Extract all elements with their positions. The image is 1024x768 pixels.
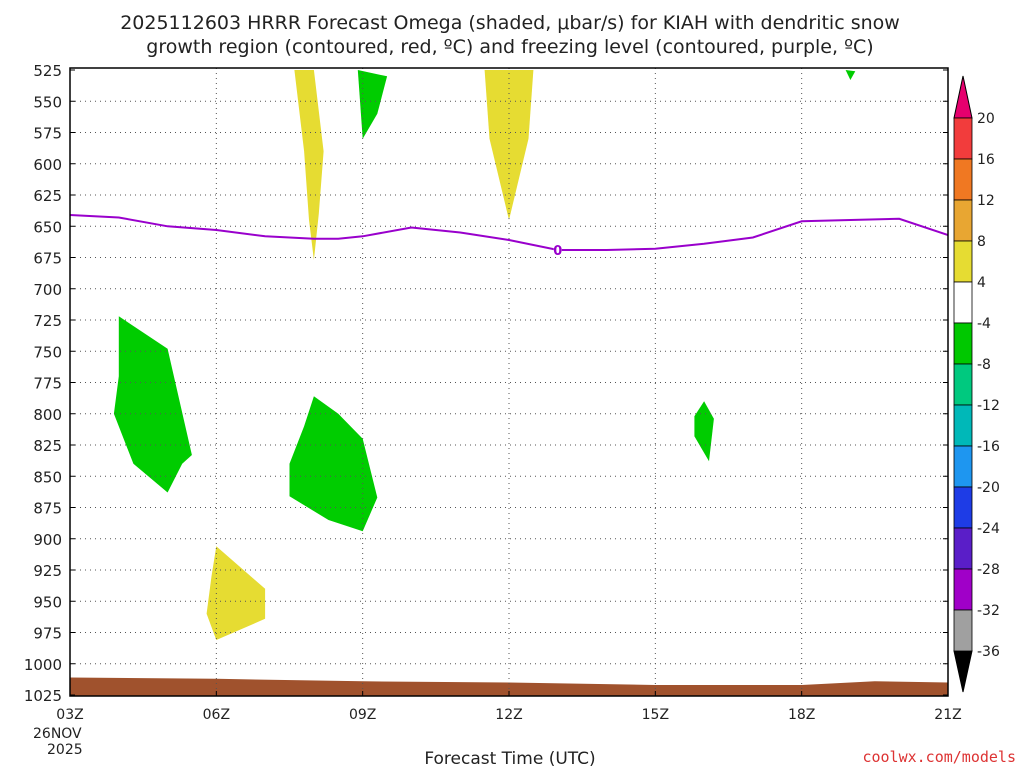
y-tick-label-725: 725 [33,312,62,330]
colorbar-label-12: -32 [977,603,1000,619]
y-tick-label-775: 775 [33,375,62,393]
x-tick-label-06Z: 06Z [203,707,230,723]
y-tick-label-600: 600 [33,156,62,174]
y-tick-label-700: 700 [33,281,62,299]
colorbar-label-11: -28 [977,562,1000,578]
x-tick-label-18Z: 18Z [788,707,815,723]
y-tick-label-975: 975 [33,625,62,643]
y-tick-label-1000: 1000 [24,656,62,674]
omega-shaded-regions [113,70,856,640]
y-tick-label-800: 800 [33,406,62,424]
colorbar-bin-4 [953,281,973,324]
x-tick-label-09Z: 09Z [349,707,376,723]
surface-terrain [70,677,948,696]
y-tick-label-675: 675 [33,250,62,268]
omega-region-2 [694,401,714,462]
x-tick-label-12Z: 12Z [495,707,522,723]
y-tick-label-850: 850 [33,468,62,486]
colorbar: 20 16 12 8 4 -4 -8 -12 -16 -20 -24 -28 -32 -36 [953,75,1000,693]
colorbar-bottom-arrow [953,650,973,693]
freezing-level-label: 0 [553,244,562,259]
colorbar-label-2: 12 [977,193,995,209]
colorbar-top-arrow [953,75,973,119]
freezing-level-label-bg [553,244,562,256]
colorbar-bin-8 [953,445,973,488]
colorbar-bin-12 [953,609,973,652]
y-tick-label-750: 750 [33,343,62,361]
y-tick-label-625: 625 [33,187,62,205]
freezing-level-line [70,214,948,251]
omega-region-1 [289,396,378,532]
colorbar-bin-5 [953,322,973,365]
x-axis: 03Z 06Z 09Z 12Z 15Z 18Z 21Z [56,691,962,723]
x-axis-title: Forecast Time (UTC) [424,749,595,768]
x-start-year-label: 2025 [47,742,83,758]
y-tick-label-825: 825 [33,437,62,455]
colorbar-bin-9 [953,486,973,529]
y-tick-label-1025: 1025 [24,687,62,705]
colorbar-bin-11 [953,568,973,611]
y-tick-label-575: 575 [33,125,62,143]
colorbar-label-1: 16 [977,152,995,168]
omega-region-4 [845,70,856,80]
colorbar-label-9: -20 [977,480,1000,496]
colorbar-label-3: 8 [977,234,986,250]
omega-region-5 [206,546,266,640]
colorbar-bin-3 [953,240,973,283]
colorbar-bin-2 [953,199,973,242]
omega-region-6 [294,70,324,260]
colorbar-label-8: -16 [977,439,1000,455]
omega-region-7 [484,70,534,220]
y-tick-label-525: 525 [33,62,62,80]
y-tick-label-950: 950 [33,593,62,611]
y-tick-label-550: 550 [33,93,62,111]
credit-link[interactable]: coolwx.com/models [862,748,1016,766]
colorbar-bin-6 [953,363,973,406]
y-tick-label-650: 650 [33,218,62,236]
colorbar-bin-0 [953,117,973,160]
colorbar-bin-10 [953,527,973,570]
colorbar-bin-7 [953,404,973,447]
chart-title-line2: growth region (contoured, red, ºC) and f… [146,36,873,58]
colorbar-label-7: -12 [977,398,1000,414]
colorbar-label-4: 4 [977,275,986,291]
freezing-level-contour: 0 [70,214,948,259]
colorbar-label-13: -36 [977,644,1000,660]
y-tick-label-875: 875 [33,500,62,518]
y-tick-label-925: 925 [33,562,62,580]
omega-region-0 [113,316,192,493]
chart-title-line1: 2025112603 HRRR Forecast Omega (shaded, … [120,12,900,34]
colorbar-label-10: -24 [977,521,1000,537]
colorbar-bin-1 [953,158,973,201]
x-tick-label-03Z: 03Z [56,707,83,723]
x-start-day-label: 26NOV [33,726,82,742]
x-tick-label-15Z: 15Z [642,707,669,723]
colorbar-label-0: 20 [977,111,995,127]
y-axis: 525 550 575 600 625 650 675 700 725 750 775 800 825 8… [24,62,948,705]
x-tick-label-21Z: 21Z [934,707,961,723]
omega-region-3 [357,70,388,139]
y-tick-label-900: 900 [33,531,62,549]
colorbar-label-6: -8 [977,357,991,373]
surface-fill [70,677,948,696]
colorbar-label-5: -4 [977,316,991,332]
